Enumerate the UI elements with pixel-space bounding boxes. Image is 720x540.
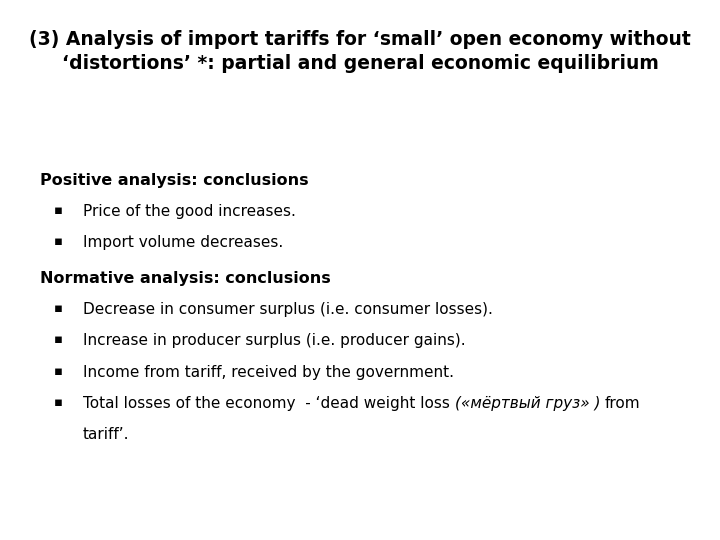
Text: ▪: ▪ <box>54 204 63 217</box>
Text: Import volume decreases.: Import volume decreases. <box>83 235 283 251</box>
Text: Price of the good increases.: Price of the good increases. <box>83 204 296 219</box>
Text: ▪: ▪ <box>54 302 63 315</box>
Text: from: from <box>605 396 641 411</box>
Text: ▪: ▪ <box>54 333 63 346</box>
Text: Increase in producer surplus (i.e. producer gains).: Increase in producer surplus (i.e. produ… <box>83 333 465 348</box>
Text: ▪: ▪ <box>54 235 63 248</box>
Text: Normative analysis: conclusions: Normative analysis: conclusions <box>40 271 330 286</box>
Text: ▪: ▪ <box>54 364 63 377</box>
Text: tariff’.: tariff’. <box>83 427 130 442</box>
Text: (3) Analysis of import tariffs for ‘small’ open economy without
‘distortions’ *:: (3) Analysis of import tariffs for ‘smal… <box>29 30 691 73</box>
Text: Positive analysis: conclusions: Positive analysis: conclusions <box>40 173 308 188</box>
Text: ▪: ▪ <box>54 396 63 409</box>
Text: Income from tariff, received by the government.: Income from tariff, received by the gove… <box>83 364 454 380</box>
Text: («мёртвый груз» ): («мёртвый груз» ) <box>454 396 605 411</box>
Text: Total losses of the economy  - ‘dead weight loss: Total losses of the economy - ‘dead weig… <box>83 396 454 411</box>
Text: Decrease in consumer surplus (i.e. consumer losses).: Decrease in consumer surplus (i.e. consu… <box>83 302 492 317</box>
